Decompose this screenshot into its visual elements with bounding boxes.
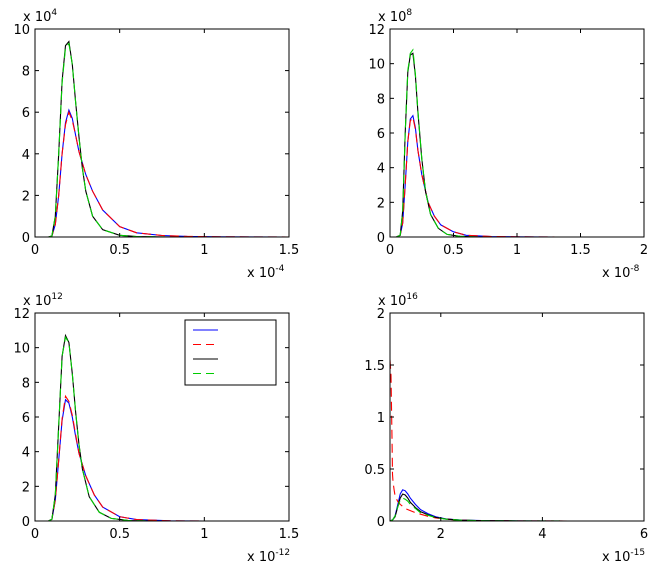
- y-exponent-label: x 1016: [378, 292, 418, 309]
- x-tick-label: 1: [200, 243, 208, 258]
- y-tick-label: 0: [22, 231, 30, 246]
- series-line-3: [396, 52, 644, 237]
- x-tick-label: 1: [513, 243, 521, 258]
- y-tick-label: 6: [22, 106, 30, 121]
- subplot-1: 0 0.5 1 1.5 0 2 4 6 8 10x 104 x 10-4: [13, 8, 299, 281]
- y-tick-label: 8: [22, 65, 30, 80]
- y-tick-label: 2: [22, 480, 30, 495]
- series-line-2: [48, 110, 289, 237]
- y-tick-label: 12: [13, 307, 30, 322]
- y-tick-label: 1.5: [364, 359, 385, 374]
- x-exponent-label: x 10-15: [602, 548, 645, 565]
- x-tick-label: 1.5: [279, 527, 300, 542]
- series-line-4: [390, 497, 644, 521]
- series-group: [396, 48, 644, 237]
- axes-frame: [389, 312, 645, 522]
- series-line-2: [390, 359, 644, 521]
- axes-frame: [389, 28, 645, 238]
- y-exponent-label: x 104: [23, 8, 57, 25]
- x-tick-label: 2: [437, 527, 445, 542]
- y-tick-label: 4: [22, 148, 30, 163]
- legend: [184, 319, 277, 386]
- x-tick-label: 6: [640, 527, 648, 542]
- y-tick-label: 0: [377, 231, 385, 246]
- y-tick-label: 1: [377, 411, 385, 426]
- y-exponent-label: x 1012: [23, 292, 63, 309]
- series-line-1: [390, 489, 644, 521]
- subplot-2: 0 0.5 1 1.5 2 0 2 4 6 8 10 12x 108 x 10-8: [368, 8, 648, 281]
- y-tick-label: 4: [377, 162, 385, 177]
- y-tick-label: 8: [377, 92, 385, 107]
- y-tick-label: 4: [22, 446, 30, 461]
- y-tick-label: 0: [22, 515, 30, 530]
- series-line-3: [390, 493, 644, 521]
- y-tick-label: 12: [368, 23, 385, 38]
- x-tick-label: 4: [538, 527, 546, 542]
- series-line-4: [48, 335, 289, 521]
- x-exponent-label: x 10-4: [247, 264, 285, 281]
- y-tick-label: 10: [13, 342, 30, 357]
- x-exponent-label: x 10-12: [247, 548, 290, 565]
- x-tick-label: 1.5: [279, 243, 300, 258]
- x-exponent-label: x 10-8: [602, 264, 640, 281]
- x-tick-label: 0: [31, 527, 39, 542]
- y-tick-label: 2: [377, 196, 385, 211]
- y-tick-label: 6: [22, 411, 30, 426]
- y-tick-label: 10: [13, 23, 30, 38]
- y-tick-label: 10: [368, 58, 385, 73]
- y-tick-label: 2: [22, 189, 30, 204]
- axes-frame: [34, 28, 290, 238]
- y-exponent-label: x 108: [378, 8, 412, 25]
- y-tick-label: 8: [22, 376, 30, 391]
- series-line-2: [48, 394, 289, 521]
- x-tick-label: 1.5: [570, 243, 591, 258]
- y-tick-label: 0.5: [364, 463, 385, 478]
- subplot-3: 0 0.5 1 1.5 0 2 4 6 8 10 12x 1012 x 10-12: [13, 292, 299, 565]
- series-line-4: [48, 42, 289, 237]
- x-tick-label: 0.5: [109, 243, 130, 258]
- x-tick-label: 0.5: [443, 243, 464, 258]
- x-tick-label: 0: [386, 243, 394, 258]
- series-line-1: [48, 108, 289, 237]
- x-tick-label: 1: [200, 527, 208, 542]
- series-group: [390, 359, 644, 521]
- x-tick-label: 0: [31, 243, 39, 258]
- y-tick-label: 2: [377, 307, 385, 322]
- series-line-4: [396, 48, 644, 237]
- series-group: [48, 40, 289, 237]
- legend-box: [184, 319, 277, 386]
- series-line-3: [48, 40, 289, 237]
- x-tick-label: 2: [640, 243, 648, 258]
- series-line-1: [48, 398, 289, 521]
- x-tick-label: 0.5: [109, 527, 130, 542]
- y-tick-label: 0: [377, 515, 385, 530]
- y-tick-label: 6: [377, 127, 385, 142]
